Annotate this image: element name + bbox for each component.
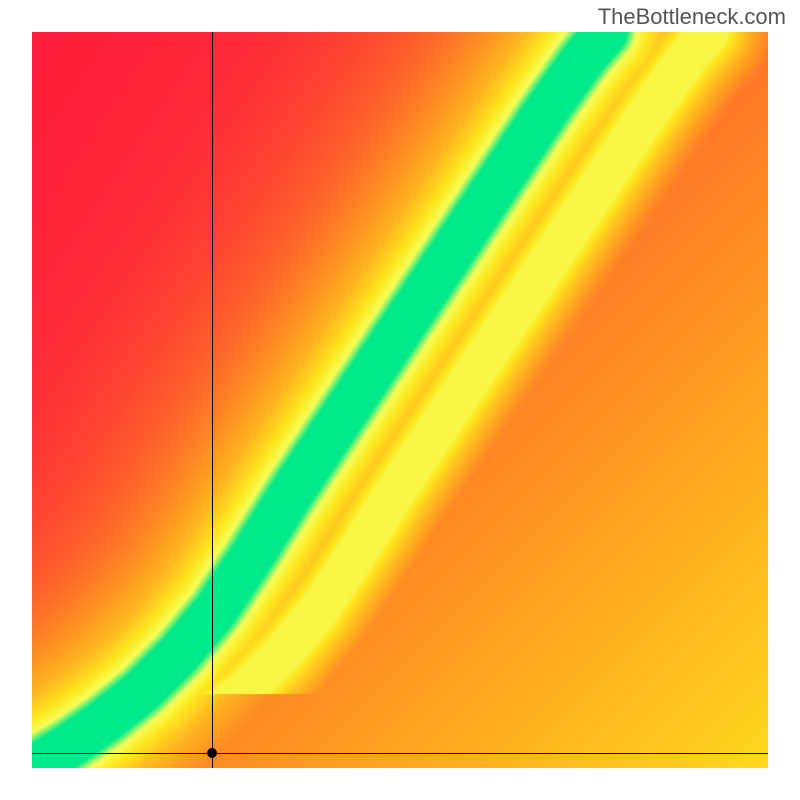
crosshair-marker	[207, 748, 217, 758]
crosshair-horizontal	[32, 753, 768, 754]
heatmap-plot	[32, 32, 768, 768]
crosshair-vertical	[212, 32, 213, 768]
heatmap-canvas	[32, 32, 768, 768]
watermark-text: TheBottleneck.com	[598, 4, 786, 30]
